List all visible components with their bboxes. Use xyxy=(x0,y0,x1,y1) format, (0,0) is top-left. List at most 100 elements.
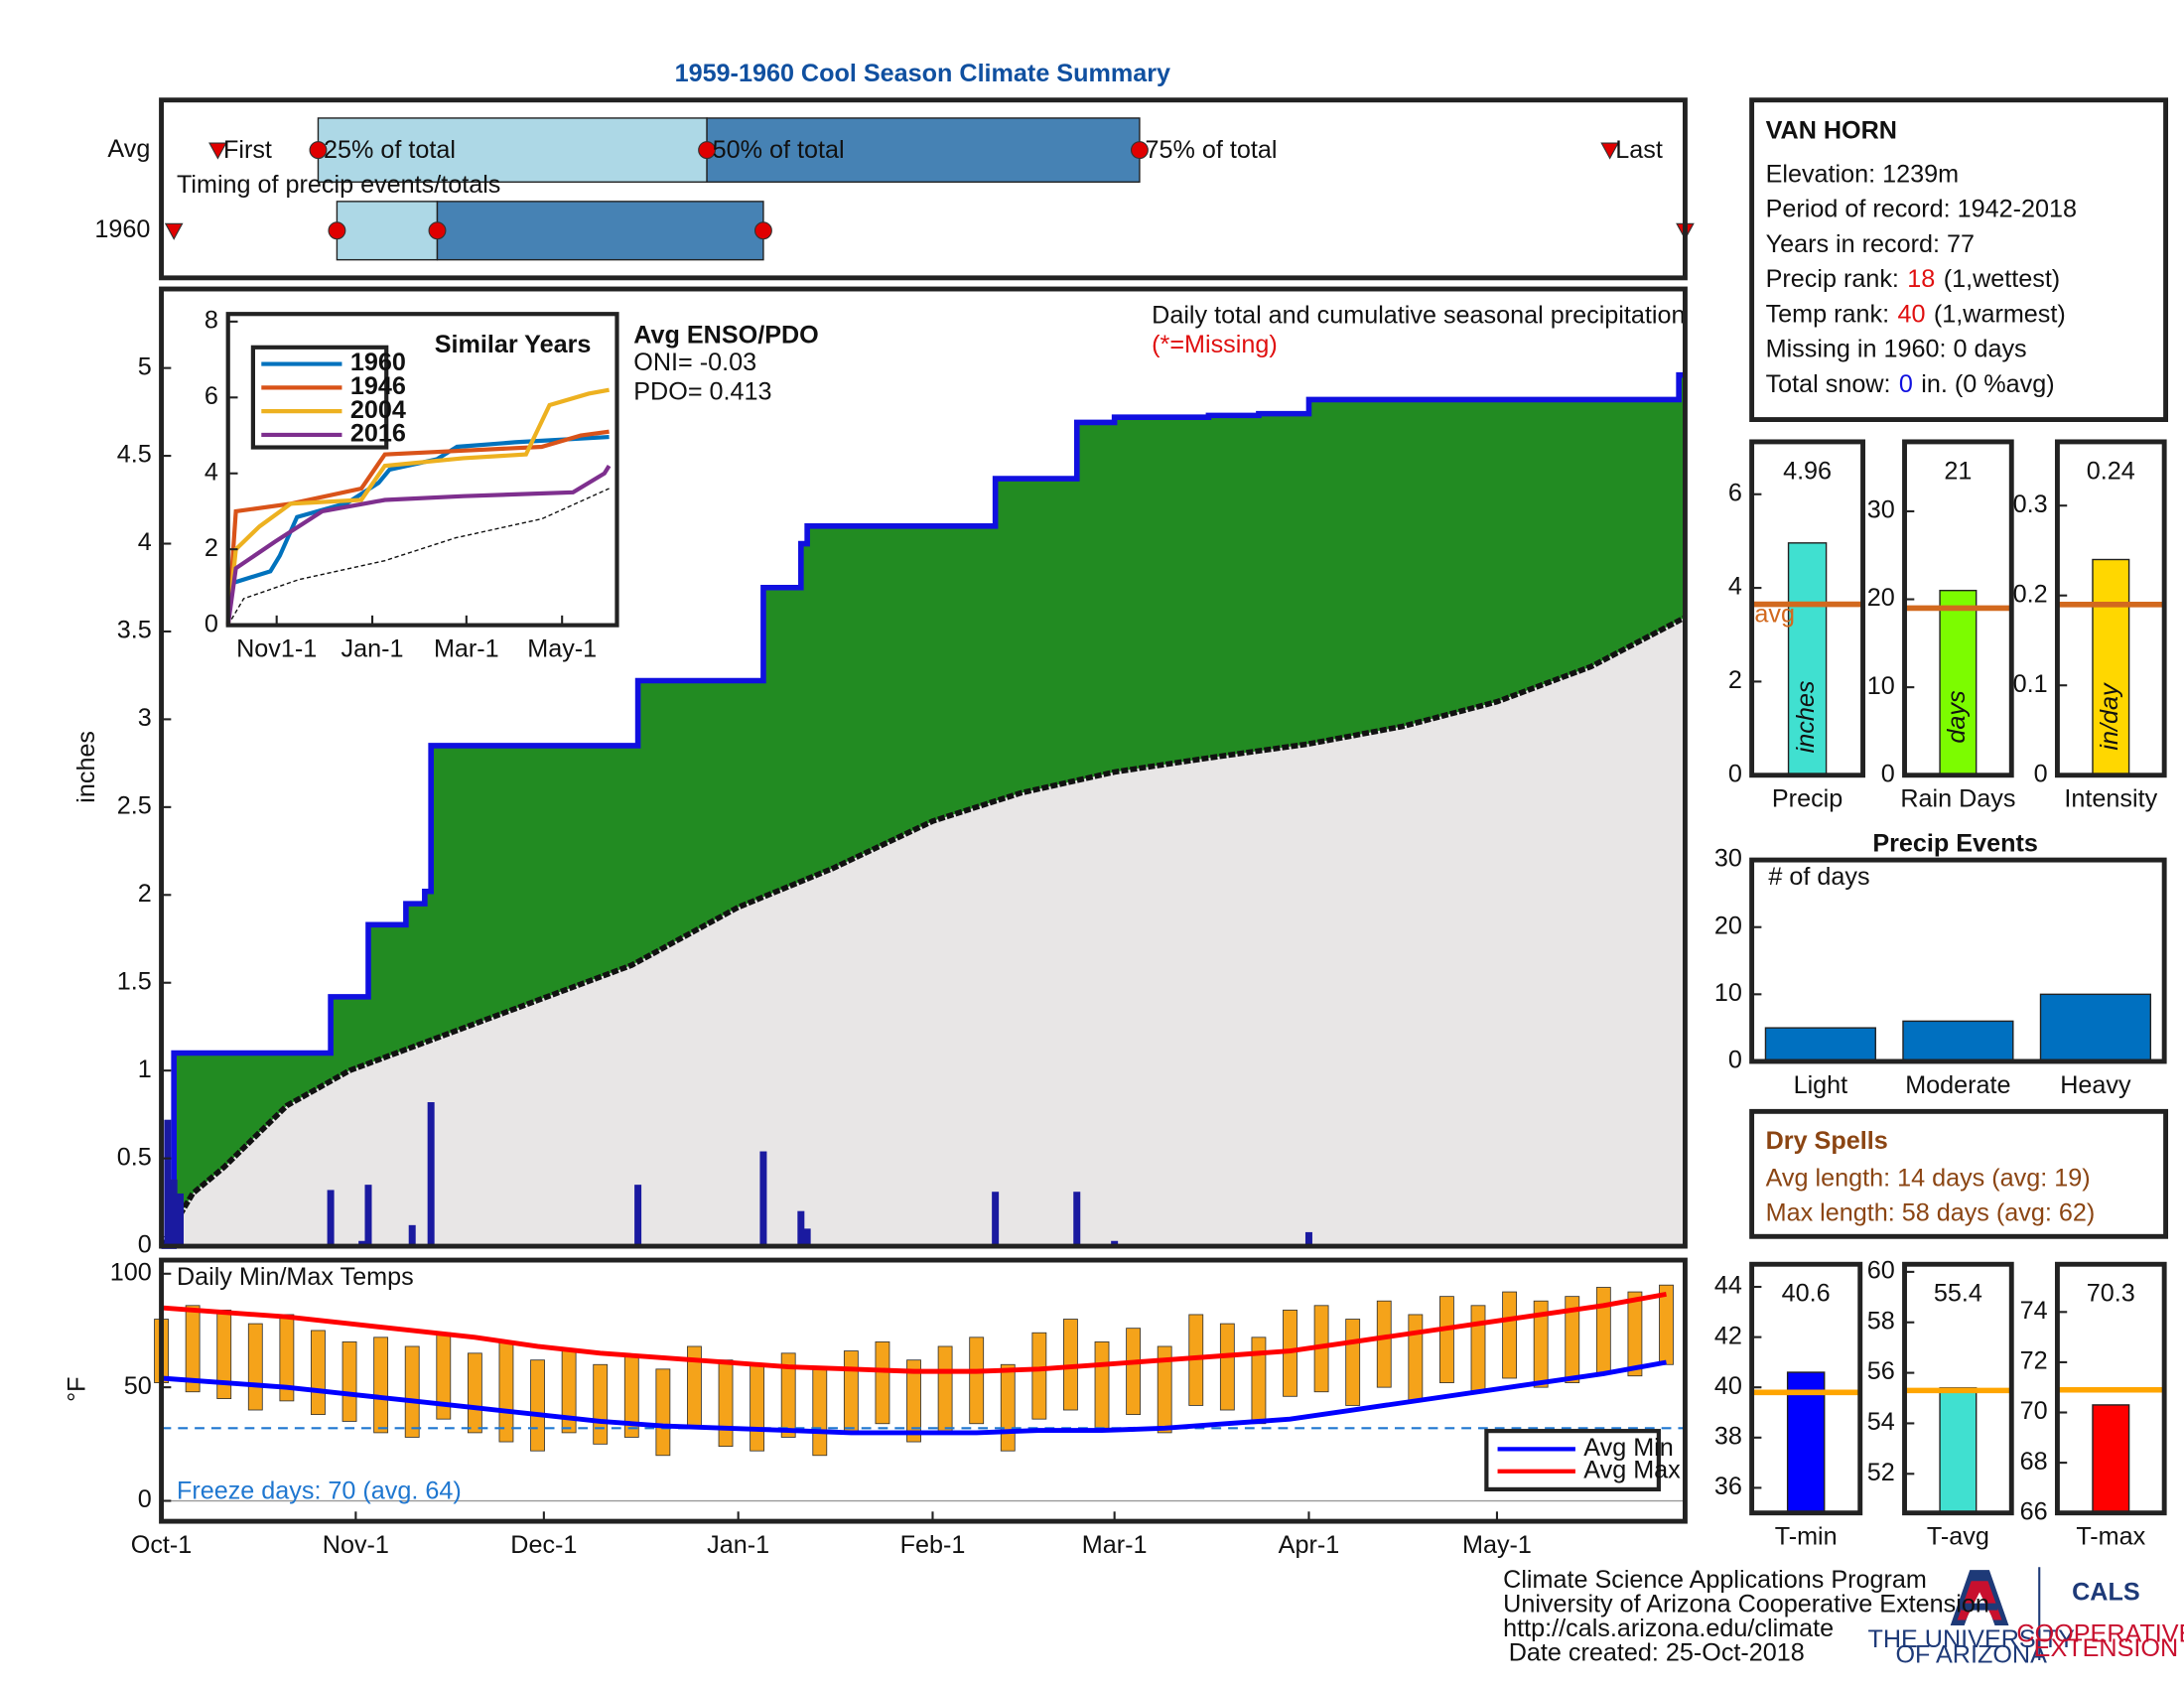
bar xyxy=(2092,558,2130,776)
y-tick-label: 4.5 xyxy=(117,441,152,469)
station-label: Precip rank: xyxy=(1766,265,1899,293)
temp-range-bar xyxy=(1565,1296,1580,1383)
event-triangle xyxy=(1600,142,1619,160)
station-label: Temp rank: xyxy=(1766,300,1890,328)
y-tick-label: 60 xyxy=(1867,1257,1895,1285)
y-tick-label: 70 xyxy=(2020,1397,2048,1425)
temp-range-bar xyxy=(247,1323,263,1411)
series-line xyxy=(225,464,612,626)
station-note: in. (0 %avg) xyxy=(1921,370,2054,398)
daily-bar xyxy=(170,1179,178,1247)
series-line xyxy=(225,434,610,626)
y-tick-label: 1.5 xyxy=(117,967,152,995)
average-area xyxy=(161,617,1686,1247)
plot-frame xyxy=(159,286,1688,1249)
y-tick-label: 4 xyxy=(138,528,152,556)
x-tick-label: Apr-1 xyxy=(1279,1531,1340,1559)
panel-frame xyxy=(1749,857,2167,1064)
avg-label: avg xyxy=(1754,600,1795,628)
y-tick-label: 1 xyxy=(138,1055,152,1083)
y-tick-label: 58 xyxy=(1867,1307,1895,1335)
x-axis-label: Intensity xyxy=(2064,785,2157,813)
footer-line: http://cals.arizona.edu/climate xyxy=(1503,1615,1834,1642)
value-label: 70.3 xyxy=(2087,1280,2135,1308)
station-line: Years in record: 77 xyxy=(1766,229,1975,257)
temp-range-bar xyxy=(1595,1287,1611,1374)
y-tick-label: 0 xyxy=(205,610,218,637)
station-line: Missing in 1960: 0 days xyxy=(1766,335,2027,362)
y-tick-label: 8 xyxy=(205,307,218,335)
daily-bar xyxy=(797,1210,805,1247)
y-tick-label: 0 xyxy=(1881,760,1895,787)
x-tick-label: May-1 xyxy=(527,634,597,662)
panel-annotation: # of days xyxy=(1768,863,1869,891)
y-tick-label: 0.1 xyxy=(2013,670,2048,698)
temp-range-bar xyxy=(1031,1332,1047,1420)
quartile-marker xyxy=(328,221,346,240)
panel-frame xyxy=(1749,439,1865,778)
enso-title: Avg ENSO/PDO xyxy=(633,321,819,349)
y-tick-label: 68 xyxy=(2020,1448,2048,1476)
legend-label: 2016 xyxy=(350,420,406,448)
station-line: Period of record: 1942-2018 xyxy=(1766,195,2077,222)
y-axis-label: °F xyxy=(63,1376,90,1401)
station-label: Elevation: 1239m xyxy=(1766,160,1960,188)
y-tick-label: 2 xyxy=(138,880,152,908)
daily-bar xyxy=(1304,1231,1312,1247)
daily-bar xyxy=(759,1151,767,1247)
y-tick-label: 38 xyxy=(1714,1422,1742,1450)
unit-label: in/day xyxy=(2096,682,2123,751)
x-tick-label: Nov-1 xyxy=(323,1531,389,1559)
station-value: 18 xyxy=(1907,265,1935,293)
timing-frame xyxy=(159,97,1688,281)
cumulative-line xyxy=(161,371,1686,1249)
y-tick-label: 50 xyxy=(124,1372,152,1400)
bar xyxy=(1939,1387,1978,1514)
temp-range-bar xyxy=(1502,1291,1518,1379)
daily-bar xyxy=(634,1185,642,1247)
oni-value: ONI= -0.03 xyxy=(633,349,756,376)
daily-bar xyxy=(327,1190,335,1247)
dry-spells-line: Max length: 58 days (avg: 62) xyxy=(1766,1199,2096,1227)
marker-label: 50% of total xyxy=(713,136,845,164)
temp-range-bar xyxy=(530,1359,545,1452)
y-tick-label: 30 xyxy=(1867,496,1895,524)
temp-range-bar xyxy=(937,1345,953,1434)
row-label: 1960 xyxy=(94,215,150,243)
y-tick-label: 4 xyxy=(1728,573,1742,601)
bar xyxy=(1764,1027,1876,1062)
daily-bar xyxy=(992,1192,1000,1247)
legend-label: Avg Max xyxy=(1583,1456,1681,1483)
inset-title: Similar Years xyxy=(435,331,592,358)
x-tick-label: Dec-1 xyxy=(510,1531,577,1559)
value-label: 55.4 xyxy=(1934,1280,1982,1308)
series-line xyxy=(225,429,610,626)
y-tick-label: 3 xyxy=(138,704,152,732)
y-tick-label: 52 xyxy=(1867,1459,1895,1486)
quartile-marker xyxy=(698,141,717,160)
bar xyxy=(1787,542,1828,776)
average-line xyxy=(159,615,1687,1248)
quartile-marker xyxy=(753,221,772,240)
temp-range-bar xyxy=(843,1350,859,1434)
y-tick-label: 66 xyxy=(2020,1497,2048,1525)
y-tick-label: 0 xyxy=(1728,1047,1742,1074)
x-tick-label: Mar-1 xyxy=(1082,1531,1148,1559)
temp-range-bar xyxy=(812,1368,828,1457)
temp-range-bar xyxy=(341,1340,357,1422)
panel-frame xyxy=(1749,1261,1863,1516)
y-tick-label: 10 xyxy=(1714,979,1742,1007)
daily-bar xyxy=(1073,1192,1081,1247)
daily-bar xyxy=(803,1228,811,1247)
unit-label: days xyxy=(1943,690,1971,744)
temp-range-bar xyxy=(1251,1336,1267,1425)
cals-logo: CALS xyxy=(2072,1579,2140,1607)
y-tick-label: 0.2 xyxy=(2013,580,2048,608)
quartile-box-upper xyxy=(436,201,764,261)
value-label: 4.96 xyxy=(1783,457,1832,485)
x-tick-label: Mar-1 xyxy=(434,634,499,662)
footer-line: Climate Science Applications Program xyxy=(1503,1566,1927,1594)
temp-range-bar xyxy=(404,1345,420,1438)
temp-range-bar xyxy=(1627,1291,1643,1377)
